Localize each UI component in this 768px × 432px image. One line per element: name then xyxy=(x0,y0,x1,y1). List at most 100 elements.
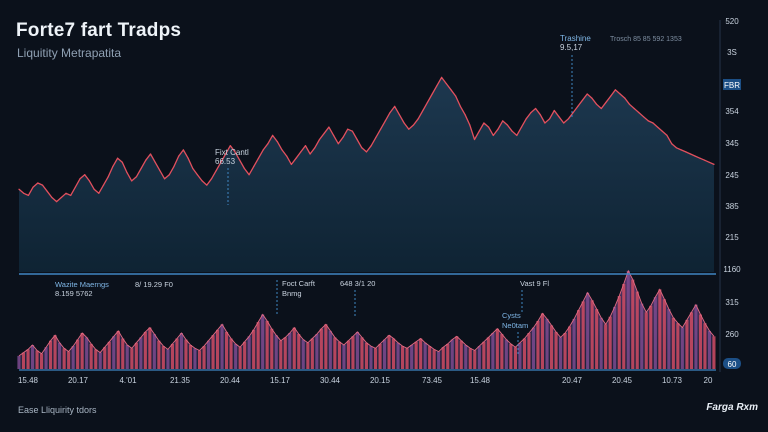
price-point xyxy=(591,97,593,99)
price-point xyxy=(464,114,466,116)
price-point xyxy=(192,167,194,170)
volume-bar xyxy=(419,338,423,369)
price-point xyxy=(661,130,663,132)
price-point xyxy=(704,159,706,161)
price-point xyxy=(41,184,44,186)
price-y-tick: 3S xyxy=(727,48,737,57)
price-point xyxy=(328,126,330,128)
volume-bar xyxy=(216,329,220,369)
price-point xyxy=(281,149,283,151)
volume-bar xyxy=(265,321,269,369)
price-point xyxy=(27,194,29,196)
price-point xyxy=(135,176,137,178)
price-point xyxy=(563,122,565,124)
price-point xyxy=(680,149,682,151)
price-point xyxy=(60,196,62,199)
price-area-fill xyxy=(19,77,714,273)
price-point xyxy=(492,134,494,136)
volume-bar xyxy=(301,339,305,369)
volume-bar xyxy=(256,322,260,369)
price-point xyxy=(520,126,523,128)
volume-bar xyxy=(243,341,247,370)
volume-bar xyxy=(328,330,332,369)
volume-area-fill xyxy=(19,270,714,369)
volume-bar xyxy=(464,345,468,369)
volume-bar xyxy=(355,331,359,369)
price-point xyxy=(516,134,518,136)
price-point xyxy=(65,192,67,194)
volume-bar xyxy=(504,339,508,369)
volume-bar xyxy=(631,279,635,369)
chart-subtitle: Liquitity Metrapatita xyxy=(17,46,122,60)
volume-bar xyxy=(17,355,21,369)
volume-bar xyxy=(608,316,612,369)
volume-bar xyxy=(234,343,238,369)
volume-bar xyxy=(482,341,486,370)
volume-bar xyxy=(130,348,134,369)
price-point xyxy=(365,151,368,153)
price-point xyxy=(370,145,372,147)
volume-bar xyxy=(252,329,256,369)
volume-bar xyxy=(414,341,418,370)
volume-label: Cysts xyxy=(502,311,521,320)
x-tick-label: 21.35 xyxy=(170,376,191,385)
price-point xyxy=(483,122,485,124)
x-tick-label: 20.15 xyxy=(370,376,391,385)
volume-tick-badge xyxy=(723,358,741,369)
price-point xyxy=(469,124,471,126)
annotation-label: Trashine xyxy=(560,34,591,43)
price-point xyxy=(300,151,302,153)
volume-bar xyxy=(653,297,657,369)
volume-bar xyxy=(62,348,66,369)
volume-bar xyxy=(387,335,391,369)
price-point xyxy=(347,128,349,130)
volume-bar xyxy=(193,348,197,369)
price-point xyxy=(220,161,222,163)
price-point xyxy=(624,97,626,99)
price-point xyxy=(229,145,231,147)
price-point xyxy=(351,130,353,132)
volume-bar xyxy=(125,345,129,369)
volume-label-sub: Bnmg xyxy=(282,289,302,298)
annotations xyxy=(227,55,573,355)
price-point xyxy=(88,180,90,182)
price-point xyxy=(478,130,480,132)
price-point xyxy=(600,107,602,110)
price-point xyxy=(210,178,213,180)
volume-bar xyxy=(459,340,463,369)
volume-bar xyxy=(319,328,323,369)
volume-bar xyxy=(658,289,662,369)
price-point xyxy=(107,176,109,178)
price-point xyxy=(51,196,53,199)
volume-bar xyxy=(238,347,242,369)
volume-label: Foct Carft xyxy=(282,279,316,288)
price-point xyxy=(295,157,297,159)
price-point xyxy=(675,147,678,149)
price-point xyxy=(426,101,429,103)
volume-bar xyxy=(342,345,346,369)
volume-bar xyxy=(662,299,666,369)
volume-bar xyxy=(644,312,648,369)
volume-label: 648 3/1 20 xyxy=(340,279,375,288)
volume-bar xyxy=(590,300,594,369)
price-point xyxy=(422,109,424,112)
price-point xyxy=(671,143,673,145)
volume-bar xyxy=(270,328,274,369)
volume-bar xyxy=(324,324,328,369)
volume-label: 8/ 19.29 F0 xyxy=(135,280,173,289)
volume-bar xyxy=(617,296,621,369)
volume-bar xyxy=(58,342,62,369)
price-point xyxy=(581,99,584,101)
volume-bar xyxy=(698,314,702,369)
volume-bar xyxy=(563,333,567,369)
price-y-tick: 215 xyxy=(725,233,739,242)
price-point xyxy=(535,107,537,110)
price-point xyxy=(79,178,81,180)
volume-bar xyxy=(112,336,116,369)
price-point xyxy=(628,103,631,105)
volume-bar xyxy=(527,333,531,369)
price-point xyxy=(647,120,649,122)
volume-bar xyxy=(44,347,48,369)
volume-bar xyxy=(613,306,617,369)
